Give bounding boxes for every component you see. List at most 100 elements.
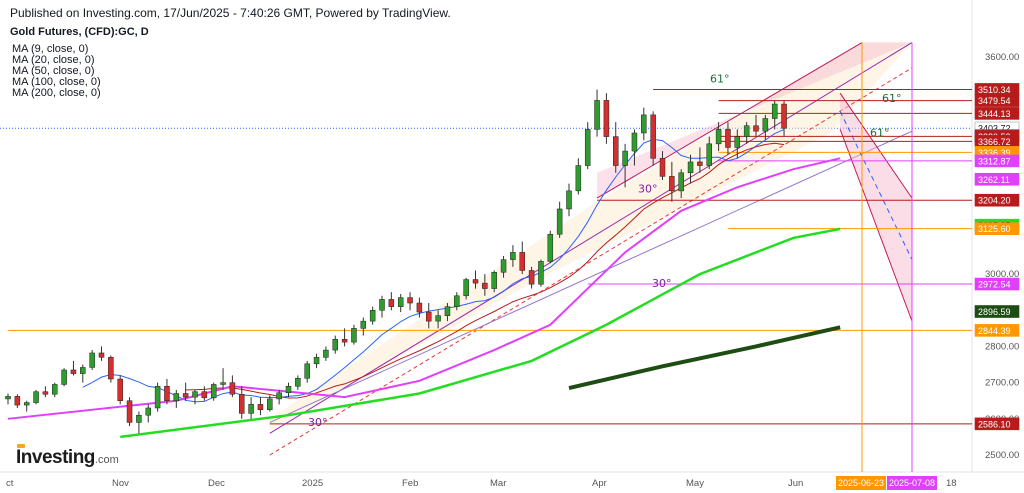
candle-body [332, 338, 338, 351]
logo-tick-icon [17, 444, 25, 448]
angle-annotation: 61° [882, 92, 902, 105]
price-label-text: 3125.60 [978, 224, 1011, 234]
candle-body [678, 172, 684, 192]
candle-body [313, 357, 320, 365]
candle-body [5, 396, 11, 400]
indicator-ma-20[interactable]: MA (20, close, 0) [12, 54, 95, 66]
channel-lower-line [269, 130, 913, 423]
candle-body [369, 310, 376, 322]
candle-body [210, 384, 217, 399]
candle-body [229, 382, 236, 395]
candle-body [528, 270, 535, 285]
logo-suffix: .com [94, 454, 119, 466]
indicator-ma-100[interactable]: MA (100, close, 0) [12, 76, 101, 88]
candle-body [239, 393, 245, 414]
y-tick-label: 3600.00 [985, 52, 1019, 63]
candle-body [631, 132, 638, 152]
candle-body [538, 261, 544, 285]
x-tick-label: Mar [490, 478, 506, 489]
indicator-legend: MA (9, close, 0) MA (20, close, 0) MA (5… [12, 44, 101, 99]
candle-body [743, 125, 750, 137]
indicator-ma-200[interactable]: MA (200, close, 0) [12, 87, 101, 99]
candle-body [136, 414, 142, 423]
price-label-text: 3366.72 [978, 137, 1011, 147]
price-label-text: 3403.72 [978, 124, 1011, 134]
x-tick-label: ct [6, 478, 14, 489]
candle-body [641, 114, 647, 134]
candle-body [781, 103, 787, 129]
date-highlight-box [887, 476, 937, 490]
symbol-title: Gold Futures, (CFD):GC, D [10, 26, 149, 38]
candle-body [388, 299, 395, 307]
candle-body [201, 391, 208, 399]
x-tick-label: Feb [402, 478, 418, 489]
x-tick-label: Nov [112, 478, 129, 489]
candle-body [734, 136, 741, 148]
price-label-text: 3336.39 [978, 148, 1011, 158]
candle-body [659, 158, 666, 177]
candle-body [725, 129, 731, 148]
candle-body [584, 129, 591, 166]
candle-body [341, 338, 348, 343]
candle-body [500, 259, 507, 273]
candle-body [472, 279, 479, 284]
ma-line-20 [185, 142, 785, 399]
candle-body [444, 306, 451, 316]
candle-body [753, 125, 759, 132]
candle-body [556, 208, 563, 235]
candle-body [519, 252, 525, 271]
candle-body [295, 378, 301, 387]
ma-line-200 [568, 325, 841, 391]
candle-body [108, 357, 114, 380]
candle-body [482, 282, 488, 289]
candle-body [248, 404, 254, 414]
candle-body [771, 103, 778, 119]
price-label-text: 2844.39 [978, 326, 1011, 336]
x-tick-label: 18 [946, 478, 957, 489]
investing-logo: Investing.com [16, 444, 119, 469]
candle-body [323, 349, 329, 358]
price-label-box [974, 172, 1020, 186]
candle-body [89, 352, 95, 368]
published-caption: Published on Investing.com, 17/Jun/2025 … [10, 6, 451, 20]
candle-body [52, 384, 58, 395]
candle-body [304, 363, 310, 379]
price-label-text: 3262.11 [978, 175, 1010, 185]
candle-body [33, 391, 39, 403]
x-tick-label: Jun [788, 478, 803, 489]
price-label-box [974, 324, 1020, 337]
price-label-text: 2896.59 [978, 307, 1011, 317]
candle-body [98, 352, 105, 358]
date-highlight-box [836, 476, 886, 490]
candle-body [61, 369, 67, 385]
angle-annotation: 30° [308, 416, 328, 429]
candle-body [613, 136, 619, 166]
price-label-box [974, 305, 1020, 318]
candle-body [575, 165, 582, 192]
candle-body [454, 295, 460, 307]
indicator-ma-50[interactable]: MA (50, close, 0) [12, 65, 95, 77]
candle-body [547, 234, 554, 262]
price-label-text: 3444.13 [978, 109, 1011, 119]
candle-body [379, 299, 385, 311]
angle-annotation: 30° [638, 183, 658, 196]
channel-mid-line [269, 67, 913, 456]
date-highlight-text: 2025-07-08 [889, 478, 935, 488]
candle-body [715, 129, 722, 145]
candle-body [360, 320, 367, 329]
candle-body [491, 272, 497, 289]
candle-body [351, 328, 357, 343]
price-label-text: 2972.54 [978, 280, 1011, 290]
candle-body [706, 143, 712, 166]
indicator-ma-9[interactable]: MA (9, close, 0) [12, 43, 89, 55]
candle-body [267, 398, 273, 411]
y-tick-label: 2800.00 [985, 341, 1019, 352]
candle-body [697, 161, 703, 166]
candle-body [192, 391, 198, 398]
angle-annotation: 30° [652, 277, 672, 290]
candle-body [117, 378, 123, 401]
price-label-text: 3204.20 [978, 196, 1011, 206]
ma-line-9 [82, 128, 785, 403]
price-label-box [974, 154, 1020, 168]
